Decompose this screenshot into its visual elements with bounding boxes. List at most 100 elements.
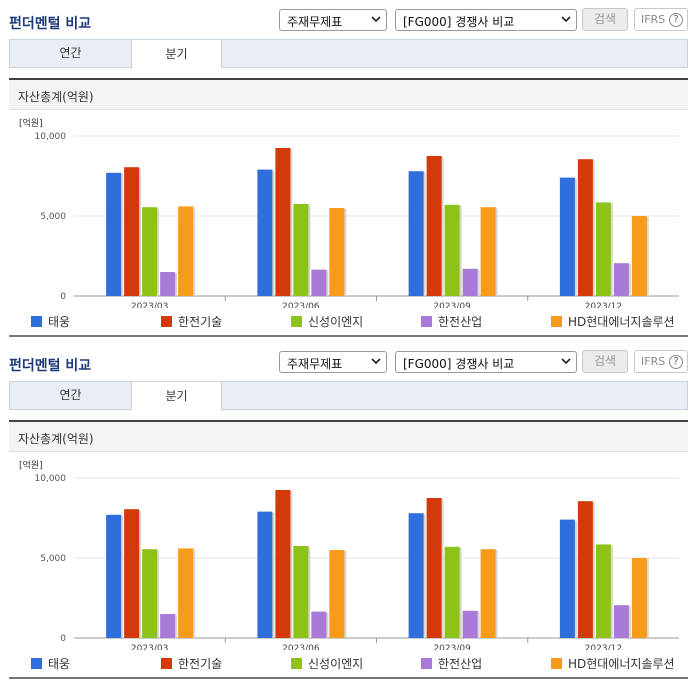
legend-label: 한전기술 (178, 657, 223, 671)
legend-swatch (421, 316, 432, 327)
legend-item[interactable]: HD현대에너지솔루션 (551, 313, 675, 330)
bar (106, 172, 122, 296)
tab-quarterly[interactable]: 분기 (131, 39, 222, 69)
legend-item[interactable]: 한전기술 (161, 655, 222, 672)
legend-item[interactable]: 한전산업 (421, 313, 482, 330)
bar (480, 549, 496, 638)
chart-legend: 태웅 한전기술 신성이엔지 한전산업 HD현대에너지솔루션 (9, 310, 688, 330)
bar (275, 490, 291, 638)
peer-group-select[interactable]: [FG000] 경쟁사 비교 (395, 351, 577, 373)
bar (311, 611, 327, 638)
unit-label: [억원] (19, 459, 43, 471)
chevron-down-icon (561, 358, 571, 365)
legend-swatch (291, 658, 302, 669)
bar (426, 156, 442, 296)
x-tick-label: 2023/03 (131, 302, 168, 308)
y-tick-label: 5,000 (40, 554, 66, 564)
legend-label: 태웅 (48, 657, 71, 671)
tab-annual[interactable]: 연간 (59, 388, 82, 402)
fundamental-compare-panel: 펀더멘털 비교 주재무제표 [FG000] 경쟁사 비교 검색 IFRS ? 연… (9, 8, 688, 337)
legend-item[interactable]: 신성이엔지 (291, 655, 363, 672)
bar (160, 272, 176, 296)
legend-label: HD현대에너지솔루션 (568, 315, 675, 329)
statement-type-select[interactable]: 주재무제표 (279, 9, 387, 31)
chevron-down-icon (561, 16, 571, 23)
y-tick-label: 5,000 (40, 212, 66, 222)
section-divider (9, 78, 688, 80)
chevron-down-icon (371, 358, 381, 365)
bar (124, 509, 140, 638)
x-tick-label: 2023/12 (585, 644, 622, 650)
legend-label: 신성이엔지 (308, 657, 364, 671)
legend-swatch (31, 658, 42, 669)
legend-swatch (31, 316, 42, 327)
chart-legend: 태웅 한전기술 신성이엔지 한전산업 HD현대에너지솔루션 (9, 652, 688, 672)
tab-quarterly[interactable]: 분기 (131, 381, 222, 411)
bar (106, 514, 122, 638)
bar (480, 207, 496, 296)
bar (444, 204, 460, 296)
peer-group-select[interactable]: [FG000] 경쟁사 비교 (395, 9, 577, 31)
bar (329, 208, 345, 296)
total-assets-bar-chart: [억원] 0 5,000 10,000 2023/03 2023/06 2023/09 202… (19, 459, 679, 650)
legend-item[interactable]: HD현대에너지솔루션 (551, 655, 675, 672)
search-button[interactable]: 검색 (582, 350, 628, 373)
tab-annual[interactable]: 연간 (59, 46, 82, 60)
bar (595, 202, 611, 296)
legend-item[interactable]: 태웅 (31, 313, 70, 330)
bar (257, 511, 273, 638)
panel-title: 펀더멘털 비교 (9, 358, 92, 374)
peer-group-value: [FG000] 경쟁사 비교 (403, 15, 515, 29)
bar (142, 549, 158, 638)
legend-swatch (421, 658, 432, 669)
x-tick-label: 2023/03 (131, 644, 168, 650)
bar (595, 544, 611, 638)
legend-item[interactable]: 한전기술 (161, 313, 222, 330)
statement-type-select[interactable]: 주재무제표 (279, 351, 387, 373)
bar (311, 269, 327, 296)
help-icon[interactable]: ? (669, 355, 683, 369)
legend-item[interactable]: 한전산업 (421, 655, 482, 672)
legend-label: 한전기술 (178, 315, 223, 329)
bar (631, 558, 647, 638)
bar (142, 207, 158, 296)
bar (462, 268, 478, 296)
ifrs-label: IFRS (641, 13, 666, 26)
legend-item[interactable]: 태웅 (31, 655, 70, 672)
panel-bottom-divider (9, 335, 688, 337)
x-tick-label: 2023/09 (433, 302, 471, 308)
bar (408, 513, 424, 638)
bar (559, 177, 575, 296)
section-title: 자산총계(억원) (9, 80, 688, 110)
legend-label: 태웅 (48, 315, 71, 329)
unit-label: [억원] (19, 117, 43, 129)
legend-label: 한전산업 (438, 657, 483, 671)
bar (160, 614, 176, 638)
x-tick-label: 2023/09 (433, 644, 471, 650)
statement-type-value: 주재무제표 (287, 15, 343, 29)
bar (293, 546, 309, 638)
fundamental-compare-panel: 펀더멘털 비교 주재무제표 [FG000] 경쟁사 비교 검색 IFRS ? 연… (0, 342, 696, 684)
y-tick-label: 0 (60, 634, 66, 644)
help-icon[interactable]: ? (669, 13, 683, 27)
legend-item[interactable]: 신성이엔지 (291, 313, 363, 330)
section-title: 자산총계(억원) (9, 422, 688, 452)
total-assets-bar-chart: [억원] 0 5,000 10,000 2023/03 2023/06 2023/09 202… (19, 117, 679, 308)
x-tick-label: 2023/06 (282, 644, 320, 650)
bar (613, 605, 629, 638)
period-tabs: 연간 분기 (9, 39, 688, 69)
period-tabs: 연간 분기 (9, 381, 688, 411)
bar (577, 159, 593, 296)
x-tick-label: 2023/12 (585, 302, 622, 308)
panel-title: 펀더멘털 비교 (9, 16, 92, 32)
statement-type-value: 주재무제표 (287, 357, 343, 371)
ifrs-button[interactable]: IFRS ? (634, 350, 688, 373)
bar (577, 501, 593, 638)
section-divider (9, 420, 688, 422)
bar (178, 548, 194, 638)
bar (275, 148, 291, 296)
search-button[interactable]: 검색 (582, 8, 628, 31)
ifrs-button[interactable]: IFRS ? (634, 8, 688, 31)
y-tick-label: 10,000 (35, 474, 67, 484)
legend-swatch (161, 658, 172, 669)
